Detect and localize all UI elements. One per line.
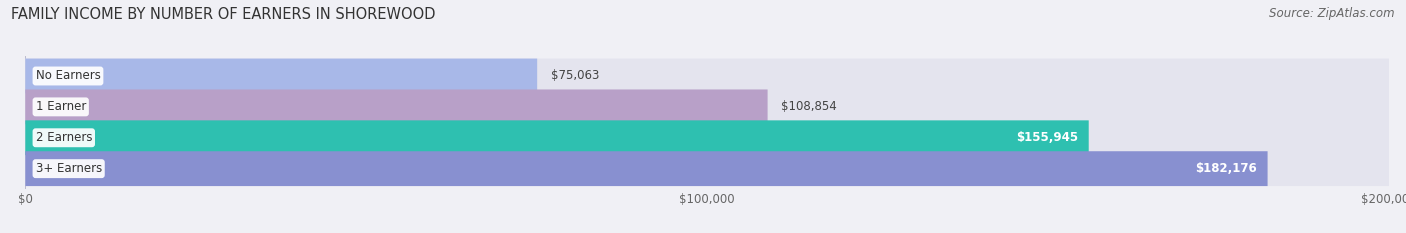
Text: FAMILY INCOME BY NUMBER OF EARNERS IN SHOREWOOD: FAMILY INCOME BY NUMBER OF EARNERS IN SH…	[11, 7, 436, 22]
Text: $75,063: $75,063	[551, 69, 599, 82]
FancyBboxPatch shape	[25, 89, 768, 124]
Text: $155,945: $155,945	[1017, 131, 1078, 144]
Text: $108,854: $108,854	[782, 100, 837, 113]
Text: Source: ZipAtlas.com: Source: ZipAtlas.com	[1270, 7, 1395, 20]
Text: No Earners: No Earners	[35, 69, 100, 82]
FancyBboxPatch shape	[25, 58, 1389, 93]
FancyBboxPatch shape	[25, 151, 1268, 186]
FancyBboxPatch shape	[25, 120, 1088, 155]
FancyBboxPatch shape	[25, 89, 1389, 124]
FancyBboxPatch shape	[25, 58, 537, 93]
Text: 1 Earner: 1 Earner	[35, 100, 86, 113]
Text: 2 Earners: 2 Earners	[35, 131, 91, 144]
FancyBboxPatch shape	[25, 120, 1389, 155]
Text: 3+ Earners: 3+ Earners	[35, 162, 101, 175]
FancyBboxPatch shape	[25, 151, 1389, 186]
Text: $182,176: $182,176	[1195, 162, 1257, 175]
